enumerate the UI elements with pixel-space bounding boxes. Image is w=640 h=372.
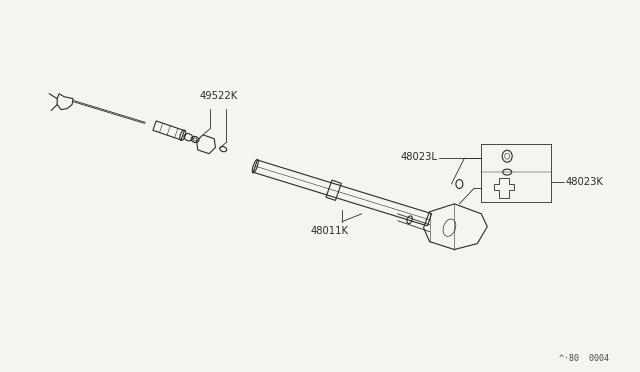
Text: 48023K: 48023K (566, 177, 604, 187)
Text: 48011K: 48011K (311, 226, 349, 236)
Text: ^·80  0004: ^·80 0004 (559, 354, 609, 363)
Text: 48023L: 48023L (401, 152, 438, 162)
Text: 49522K: 49522K (199, 91, 237, 101)
